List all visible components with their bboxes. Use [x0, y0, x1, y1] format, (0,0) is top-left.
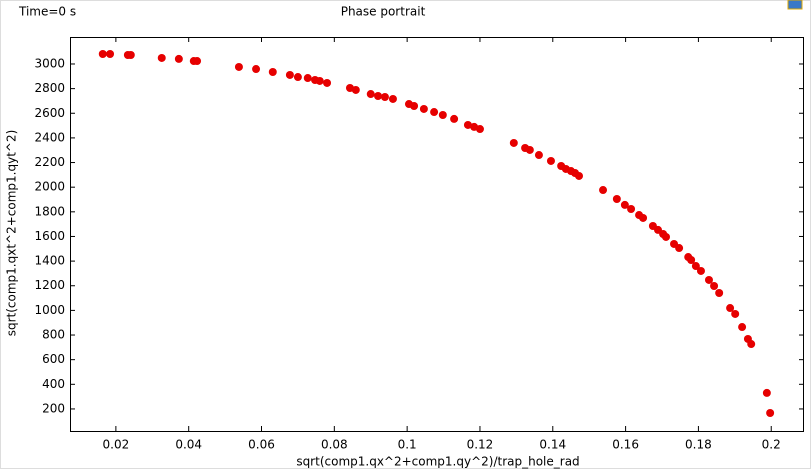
x-axis-label: sqrt(comp1.qx^2+comp1.qy^2)/trap_hole_ra… — [296, 455, 579, 469]
y-tick-label: 2600 — [34, 106, 65, 120]
point — [193, 57, 202, 66]
y-tick-label: 400 — [42, 377, 65, 391]
point — [463, 120, 472, 129]
x-tick-label: 0.04 — [175, 438, 202, 452]
point — [285, 70, 294, 79]
y-tick-label: 600 — [42, 352, 65, 366]
x-tick-label: 0.2 — [762, 438, 781, 452]
point — [366, 90, 375, 99]
y-tick-label: 1400 — [34, 254, 65, 268]
point — [315, 76, 324, 85]
point — [704, 275, 713, 284]
point — [351, 85, 360, 94]
y-tick-label: 1800 — [34, 204, 65, 218]
y-tick-label: 2200 — [34, 155, 65, 169]
point — [747, 340, 756, 349]
point — [534, 151, 543, 160]
point — [388, 94, 397, 103]
point — [475, 125, 484, 134]
y-tick-label: 1200 — [34, 278, 65, 292]
y-tick-label: 3000 — [34, 56, 65, 70]
x-tick-label: 0.16 — [612, 438, 639, 452]
y-axis-label: sqrt(comp1.qxt^2+comp1.qyt^2) — [5, 130, 19, 337]
point — [691, 262, 700, 271]
point — [731, 309, 740, 318]
point — [293, 73, 302, 82]
x-tick-label: 0.12 — [467, 438, 494, 452]
y-tick-label: 1600 — [34, 229, 65, 243]
point — [687, 255, 696, 264]
point — [715, 289, 724, 298]
point — [419, 104, 428, 113]
point — [525, 145, 534, 154]
point — [380, 92, 389, 101]
plot-area — [70, 37, 804, 432]
point — [627, 204, 636, 213]
point — [157, 53, 166, 62]
point — [738, 323, 747, 332]
point — [620, 200, 629, 209]
point — [430, 108, 439, 117]
point — [612, 195, 621, 204]
x-tick-label: 0.14 — [539, 438, 566, 452]
point — [599, 186, 608, 195]
y-tick-label: 1000 — [34, 303, 65, 317]
point — [696, 266, 705, 275]
point — [438, 110, 447, 119]
point — [726, 304, 735, 313]
point — [410, 101, 419, 110]
point — [710, 281, 719, 290]
y-tick-label: 2000 — [34, 180, 65, 194]
point — [509, 138, 518, 147]
chart-title: Phase portrait — [341, 5, 426, 19]
y-tick-label: 2800 — [34, 81, 65, 95]
time-label: Time=0 s — [18, 5, 76, 19]
x-tick-label: 0.08 — [321, 438, 348, 452]
point — [675, 244, 684, 253]
point — [98, 50, 107, 59]
point — [574, 171, 583, 180]
x-tick-label: 0.18 — [685, 438, 712, 452]
point — [234, 62, 243, 71]
y-tick-label: 800 — [42, 328, 65, 342]
point — [174, 54, 183, 63]
point — [639, 213, 648, 222]
point — [323, 78, 332, 87]
point — [252, 65, 261, 74]
x-tick-label: 0.02 — [103, 438, 130, 452]
point — [546, 156, 555, 165]
point — [106, 50, 115, 59]
point — [374, 92, 383, 101]
toolbar-icon[interactable] — [787, 0, 803, 10]
x-tick-label: 0.1 — [398, 438, 417, 452]
y-tick-label: 200 — [42, 401, 65, 415]
point — [303, 74, 312, 83]
point — [662, 232, 671, 241]
point — [268, 67, 277, 76]
point — [762, 388, 771, 397]
y-tick-label: 2400 — [34, 130, 65, 144]
point — [450, 114, 459, 123]
point — [126, 50, 135, 59]
x-tick-label: 0.06 — [248, 438, 275, 452]
point — [766, 409, 775, 418]
